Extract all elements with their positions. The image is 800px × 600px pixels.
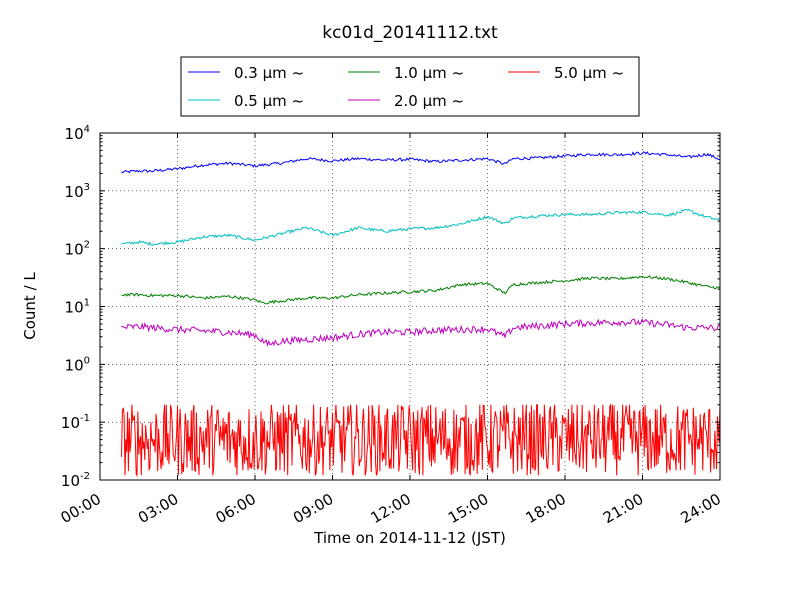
y-tick-exponent: 4 (84, 124, 90, 135)
y-tick-base: 10 (65, 125, 84, 143)
y-tick-base: 10 (61, 472, 80, 490)
legend-box (180, 56, 640, 117)
x-tick-label: 00:00 (58, 490, 104, 527)
legend-label: 2.0 μm ~ (394, 92, 464, 110)
series-line (121, 275, 720, 305)
legend-label: 0.3 μm ~ (234, 64, 304, 82)
y-tick-base: 10 (65, 356, 84, 374)
y-tick-label: 10-2 (61, 471, 90, 490)
legend: 0.3 μm ~ 1.0 μm ~ 5.0 μm ~ 0.5 μm ~ 2.0 μm ~ (180, 56, 640, 117)
x-axis-label: Time on 2014-11-12 (JST) (313, 529, 506, 547)
series-line-noisy (121, 403, 721, 478)
x-tick-label: 18:00 (523, 490, 569, 527)
y-tick-label: 104 (65, 124, 90, 143)
y-tick-exponent: 3 (84, 182, 90, 193)
y-tick-exponent: 0 (84, 355, 90, 366)
y-tick-label: 103 (65, 182, 90, 201)
y-tick-base: 10 (65, 183, 84, 201)
y-tick-exponent: -1 (80, 413, 90, 424)
legend-label: 1.0 μm ~ (394, 64, 464, 82)
chart-title: kc01d_20141112.txt (322, 23, 498, 43)
x-tick-label: 03:00 (135, 490, 181, 527)
x-tick-label: 06:00 (213, 490, 259, 527)
y-tick-exponent: 1 (84, 298, 90, 309)
series-line (121, 208, 720, 246)
y-tick-base: 10 (65, 299, 84, 317)
x-tick-label: 12:00 (368, 490, 414, 527)
y-tick-base: 10 (61, 414, 80, 432)
y-tick-base: 10 (65, 241, 84, 259)
y-tick-label: 101 (65, 298, 90, 317)
y-tick-exponent: -2 (80, 471, 90, 482)
grid (100, 133, 720, 480)
series-line (121, 151, 720, 174)
x-tick-label: 21:00 (600, 490, 646, 527)
series-layer (121, 151, 721, 478)
legend-label: 0.5 μm ~ (234, 92, 304, 110)
series-line (121, 318, 720, 348)
x-tick-label: 09:00 (290, 490, 336, 527)
y-axis-label: Count / L (21, 272, 39, 340)
x-tick-label: 24:00 (678, 490, 724, 527)
y-tick-label: 102 (65, 240, 90, 259)
x-tick-label: 15:00 (445, 490, 491, 527)
y-tick-exponent: 2 (84, 240, 90, 251)
y-tick-label: 10-1 (61, 413, 90, 432)
legend-label: 5.0 μm ~ (554, 64, 624, 82)
y-tick-label: 100 (65, 355, 90, 374)
